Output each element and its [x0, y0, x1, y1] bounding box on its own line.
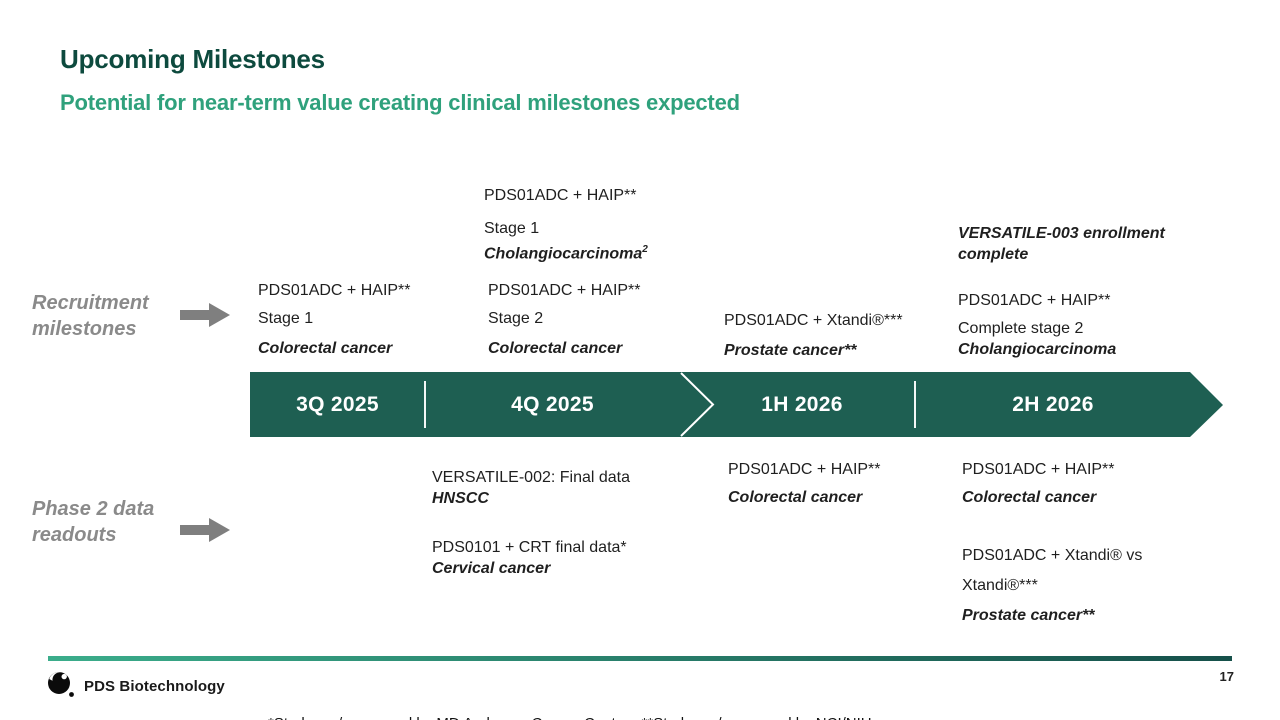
milestone-3q-colorectal-stage1: PDS01ADC + HAIP** Stage 1 Colorectal can…: [258, 281, 411, 358]
page-subtitle: Potential for near-term value creating c…: [60, 90, 740, 115]
milestone-indication: Cholangiocarcinoma: [958, 341, 1117, 358]
readout-study: PDS0101 + CRT final data*: [432, 539, 627, 556]
footer-divider-line: [48, 656, 1232, 661]
readout-study: PDS01ADC + HAIP**: [962, 461, 1115, 478]
readout-1h-colorectal: PDS01ADC + HAIP** Colorectal cancer: [728, 460, 881, 507]
milestone-4q-cholangio-stage1: PDS01ADC + HAIP** Stage 1 Cholangiocarci…: [484, 186, 648, 263]
readout-study: VERSATILE-002: Final data: [432, 469, 631, 486]
pds-logo-icon: [46, 668, 76, 705]
right-block-arrow-icon: [180, 518, 230, 547]
chevron-right-icon: [680, 372, 716, 442]
readout-4q-hnscc: VERSATILE-002: Final data HNSCC: [432, 468, 630, 508]
milestone-stage: Stage 1: [484, 220, 540, 237]
readout-study-line2: Xtandi®***: [962, 577, 1038, 594]
page-title: Upcoming Milestones: [60, 44, 325, 74]
timeline-arrow-band: 3Q 2025 4Q 2025 1H 2026 2H 2026: [250, 372, 1190, 437]
timeline-arrowhead: [1190, 372, 1223, 437]
milestone-4q-colorectal-stage2: PDS01ADC + HAIP** Stage 2 Colorectal can…: [488, 281, 641, 358]
indication-superscript: 2: [642, 244, 648, 255]
milestone-program: PDS01ADC + HAIP**: [958, 292, 1111, 309]
milestone-1h-prostate: PDS01ADC + Xtandi®*** Prostate cancer**: [724, 311, 903, 360]
milestone-indication: Colorectal cancer: [488, 340, 623, 357]
readout-4q-cervical: PDS0101 + CRT final data* Cervical cance…: [432, 538, 627, 578]
phase2-readouts-label: Phase 2 data readouts: [32, 496, 154, 548]
milestone-stage: Stage 2: [488, 310, 544, 327]
readout-indication: Cervical cancer: [432, 560, 551, 577]
milestone-2h-versatile003: VERSATILE-003 enrollment complete: [958, 225, 1165, 263]
timeline-period-3q2025: 3Q 2025: [296, 392, 379, 416]
page-number: 17: [1219, 669, 1234, 684]
timeline-divider: [914, 381, 916, 428]
milestone-indication: Cholangiocarcinoma2: [484, 240, 648, 263]
readout-study: PDS01ADC + HAIP**: [728, 461, 881, 478]
milestone-stage: Stage 1: [258, 310, 314, 327]
recruitment-milestones-label: Recruitment milestones: [32, 290, 149, 342]
milestone-program: PDS01ADC + Xtandi®***: [724, 312, 903, 329]
milestone-program: PDS01ADC + HAIP**: [258, 282, 411, 299]
readout-indication: HNSCC: [432, 490, 489, 507]
timeline-period-1h2026: 1H 2026: [761, 392, 843, 416]
timeline-period-4q2025: 4Q 2025: [511, 392, 594, 416]
recruitment-label-line2: milestones: [32, 318, 137, 340]
readout-2h-prostate: PDS01ADC + Xtandi® vs Xtandi®*** Prostat…: [962, 546, 1142, 625]
readouts-label-line1: Phase 2 data: [32, 498, 155, 520]
milestone-program: PDS01ADC + HAIP**: [484, 187, 637, 204]
indication-text: Cholangiocarcinoma: [484, 245, 643, 263]
footnote-line1: *Study run/sponsored by MD Anderson Canc…: [268, 713, 927, 720]
milestone-2h-cholangio-complete: PDS01ADC + HAIP** Complete stage 2 Chola…: [958, 291, 1116, 359]
readout-indication: Colorectal cancer: [962, 489, 1097, 506]
company-logo: PDS Biotechnology: [46, 668, 225, 705]
readout-indication: Prostate cancer**: [962, 607, 1095, 624]
readout-indication: Colorectal cancer: [728, 489, 863, 506]
readouts-label-line2: readouts: [32, 524, 117, 546]
timeline-period-2h2026: 2H 2026: [1012, 392, 1094, 416]
recruitment-label-line1: Recruitment: [32, 292, 149, 314]
right-block-arrow-icon: [180, 303, 230, 332]
milestone-indication: Prostate cancer**: [724, 342, 857, 359]
readout-study-line1: PDS01ADC + Xtandi® vs: [962, 547, 1143, 564]
milestone-program: PDS01ADC + HAIP**: [488, 282, 641, 299]
milestone-indication: Colorectal cancer: [258, 340, 393, 357]
readout-2h-colorectal: PDS01ADC + HAIP** Colorectal cancer: [962, 460, 1115, 507]
milestone-stage: Complete stage 2: [958, 320, 1084, 337]
timeline-divider: [424, 381, 426, 428]
company-name: PDS Biotechnology: [84, 678, 225, 695]
footnotes: *Study run/sponsored by MD Anderson Canc…: [268, 671, 927, 720]
